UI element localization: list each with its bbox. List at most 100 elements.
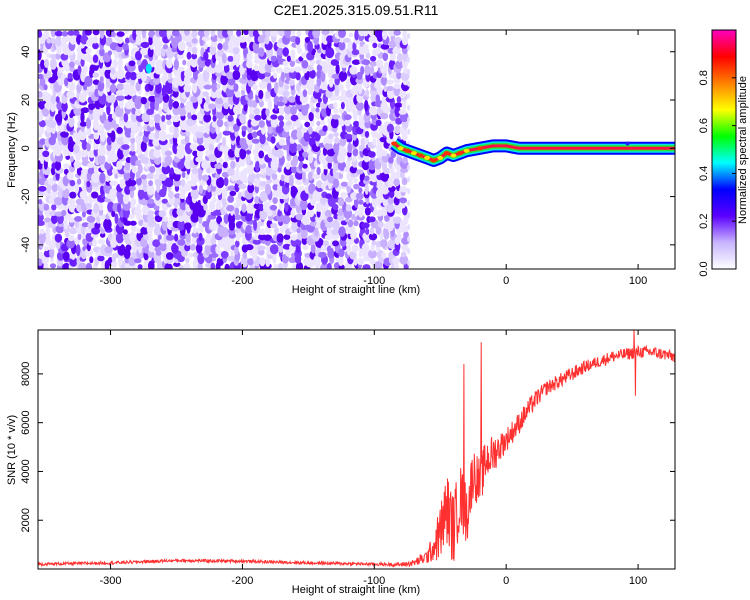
spectrogram-cell (258, 228, 266, 235)
spectrogram-cell (330, 59, 340, 66)
spectrogram-cell (407, 212, 411, 219)
spectrogram-cell (335, 63, 340, 75)
spectrogram-cell (201, 174, 209, 182)
spectrogram-cell (337, 197, 345, 207)
spectrogram-cell (316, 120, 321, 126)
spectrogram-cell (98, 144, 106, 153)
band-peak (437, 155, 444, 160)
spectrogram-cell (296, 30, 302, 38)
spectrogram-cell (135, 81, 141, 92)
spectrogram-cell (353, 220, 359, 227)
spectrogram-cell (337, 160, 347, 171)
colorbar-label: Normalized spectral amplitude (737, 76, 749, 224)
spectrogram-cell (247, 202, 255, 214)
spectrogram-cell (174, 233, 179, 242)
x-tick-label: -300 (100, 575, 122, 587)
spectrogram-cell (67, 199, 76, 205)
spectrogram-cell (365, 52, 371, 59)
spectrogram-cell (233, 83, 239, 92)
spectrogram-cell (369, 172, 379, 183)
spectrogram-cell (121, 144, 130, 150)
spectrogram-cell (274, 226, 279, 235)
spectrogram-cell (214, 163, 223, 170)
spectrogram-cell (39, 228, 45, 235)
spectrogram-cell (407, 248, 411, 255)
narrowband-line (390, 138, 675, 167)
spectrogram-cell (393, 178, 400, 187)
spectrogram-cell (68, 116, 75, 128)
spectrogram-cell (254, 160, 260, 172)
x-tick-label: 0 (503, 275, 509, 287)
spectrogram-cell (377, 220, 384, 228)
spectrogram-cell (179, 193, 186, 199)
spectrogram-cell (43, 246, 49, 252)
spectrogram-cell (165, 113, 172, 121)
spectrogram-cell (203, 51, 209, 61)
spectrogram-cell (38, 220, 46, 226)
spectrogram-cell (99, 75, 104, 84)
spectrogram-cell (365, 89, 370, 98)
spectrogram-cell (288, 79, 295, 86)
spectrogram-cell (295, 119, 302, 128)
spectrogram-cell (84, 54, 93, 62)
spectrogram-cell (140, 41, 150, 49)
spectrogram-cell (125, 244, 132, 252)
spectrogram-cell (215, 97, 224, 105)
spectrogram-cell (338, 254, 344, 267)
spectrogram-cell (316, 76, 322, 87)
spectrogram-cell (338, 70, 348, 82)
spectrogram-cell (173, 126, 179, 135)
spectrogram-cell (349, 251, 357, 260)
spectrogram-cell (384, 61, 390, 68)
spectrogram-cell (202, 91, 209, 97)
spectrogram-cell (208, 200, 216, 213)
spectrogram-cell (169, 167, 174, 176)
spectrogram-cell (387, 239, 396, 250)
snr-series-line (38, 330, 675, 568)
spectrogram-cell (273, 263, 279, 269)
spectrogram-cell (320, 263, 329, 269)
spectrogram-cell (177, 40, 186, 52)
spectrogram-cell (137, 264, 143, 269)
spectrogram-cell (369, 61, 378, 67)
spectrogram-cell (72, 131, 80, 140)
spectrogram-cell (180, 179, 186, 187)
spectrogram-cell (288, 124, 295, 130)
spectrogram-cell (161, 198, 168, 204)
spectrogram-cell (190, 188, 200, 200)
spectrogram-cell (343, 37, 351, 43)
spectrogram-cell (283, 95, 288, 104)
spectrogram-cell (208, 142, 214, 151)
spectrogram-cell (257, 220, 265, 227)
spectrogram-cell (407, 224, 411, 231)
spectrogram-cell (201, 159, 210, 170)
spectrogram-cell (104, 246, 113, 254)
spectrogram-cell (138, 218, 144, 227)
spectrogram-cell (238, 35, 247, 43)
y-tick-label: 20 (20, 94, 32, 106)
spectrogram-cell (401, 156, 408, 164)
spectrogram-cell (290, 114, 299, 122)
spectrogram-cell (242, 252, 248, 259)
spectrogram-cell (355, 192, 364, 200)
spectrogram-cell (264, 36, 270, 45)
spectrogram-cell (129, 189, 135, 199)
spectrogram-cell (138, 131, 143, 137)
spectrogram-cell (407, 33, 411, 39)
spectrogram-cell (252, 84, 258, 91)
spectrogram-cell (135, 109, 142, 116)
spectrogram-cell (316, 166, 321, 176)
spectrogram-cell (203, 43, 208, 50)
spectrogram-cell (146, 172, 155, 180)
spectrogram-cell (50, 214, 58, 225)
spectrogram-cell (322, 125, 328, 132)
spectrogram-cell (258, 120, 265, 128)
spectrogram-cell (387, 177, 394, 188)
spectrogram-cell (232, 174, 241, 180)
spectrogram-cell (358, 113, 363, 124)
spectrogram-cell (85, 30, 92, 36)
spectrogram-cell (270, 30, 279, 37)
spectrogram-cell (81, 169, 90, 175)
spectrogram-cell (39, 138, 46, 145)
spectrogram-cell (346, 243, 352, 256)
